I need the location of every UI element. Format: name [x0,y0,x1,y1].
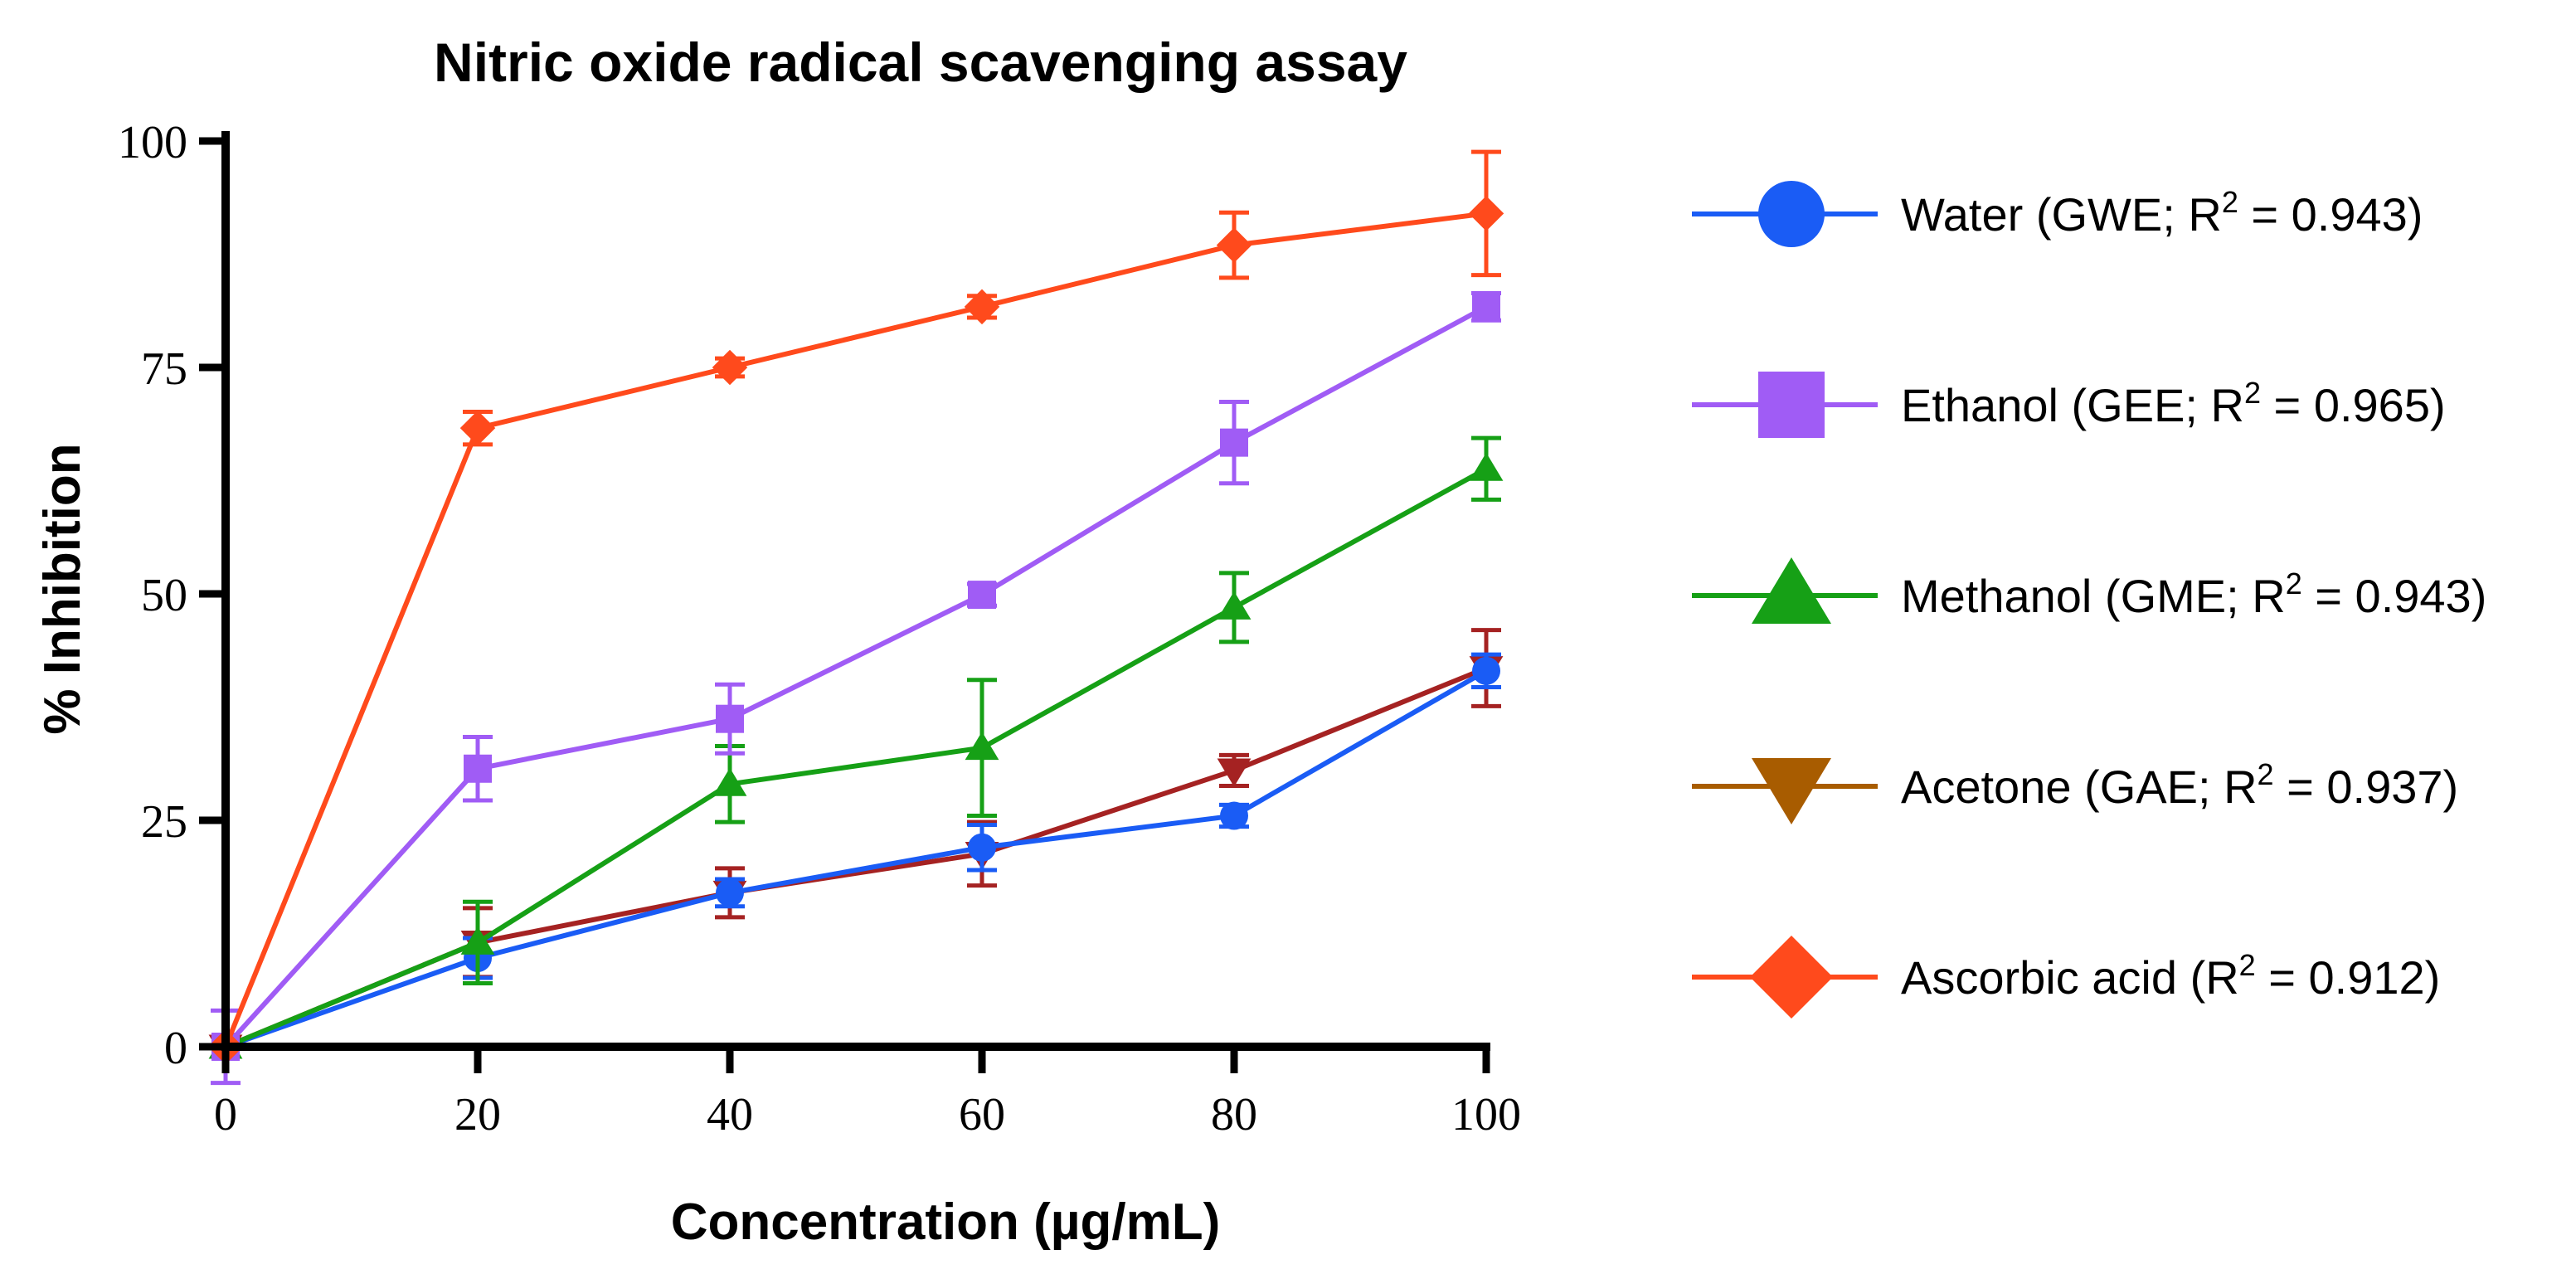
series-line [223,304,1488,1049]
data-point [464,754,492,783]
data-point [716,878,744,907]
series-4 [207,149,1504,1065]
legend-item: Ethanol (GEE; R2 = 0.965) [1692,372,2446,438]
y-tick-label: 0 [164,1023,187,1074]
legend-item: Acetone (GAE; R2 = 0.937) [1692,757,2458,824]
data-point [968,581,996,610]
y-tick-label: 25 [141,796,187,848]
data-point [965,732,999,761]
y-tick-label: 100 [118,117,187,168]
x-tick-label: 0 [214,1089,237,1140]
legend-marker [1758,372,1825,438]
data-point [1472,292,1500,321]
legend-label: Methanol (GME; R2 = 0.943) [1901,566,2486,622]
legend-item: Ascorbic acid (R2 = 0.912) [1692,936,2440,1019]
data-point [1217,758,1252,787]
y-axis-label: % Inhibition [34,443,91,734]
series-3 [208,628,1504,1063]
x-tick-label: 80 [1211,1089,1257,1140]
data-point [716,704,744,733]
data-point [459,410,496,446]
data-point [1468,196,1504,231]
data-point [1216,227,1252,263]
data-point [968,833,996,862]
series-line [224,665,1488,1049]
series-line [225,669,1488,1049]
x-tick-label: 40 [707,1089,753,1140]
legend-marker [1750,936,1833,1019]
data-point [1469,452,1504,481]
data-point [964,289,1000,325]
x-ticks: 0 20 40 60 80 100 [214,1047,1521,1140]
legend-item: Methanol (GME; R2 = 0.943) [1692,557,2486,624]
series-2 [208,435,1504,1059]
data-point [1220,801,1248,830]
series-1 [211,290,1501,1086]
legend-item: Water (GWE; R2 = 0.943) [1692,181,2423,247]
x-tick-label: 60 [959,1089,1005,1140]
series-layer [207,149,1504,1086]
data-point [712,767,747,796]
data-point [1472,656,1500,685]
legend: Water (GWE; R2 = 0.943) Ethanol (GEE; R2 … [1692,181,2486,1019]
data-point [1217,591,1252,620]
legend-label: Water (GWE; R2 = 0.943) [1901,185,2423,241]
y-tick-label: 50 [141,570,187,621]
legend-marker [1752,557,1831,624]
legend-label: Ethanol (GEE; R2 = 0.965) [1901,376,2446,431]
y-tick-label: 75 [141,343,187,395]
data-point [1220,428,1248,457]
series-line [224,466,1488,1049]
x-tick-label: 100 [1451,1089,1521,1140]
series-line [223,211,1487,1048]
chart-title: Nitric oxide radical scavenging assay [434,32,1407,93]
data-point [712,349,748,386]
legend-marker [1758,181,1825,247]
x-axis-label: Concentration (µg/mL) [671,1194,1221,1251]
series-0 [211,652,1501,1061]
data-point [460,926,495,955]
legend-label: Ascorbic acid (R2 = 0.912) [1901,948,2440,1004]
legend-label: Acetone (GAE; R2 = 0.937) [1901,757,2458,813]
legend-marker [1752,758,1831,824]
y-ticks: 0 25 50 75 100 [118,117,226,1074]
x-tick-label: 20 [454,1089,501,1140]
